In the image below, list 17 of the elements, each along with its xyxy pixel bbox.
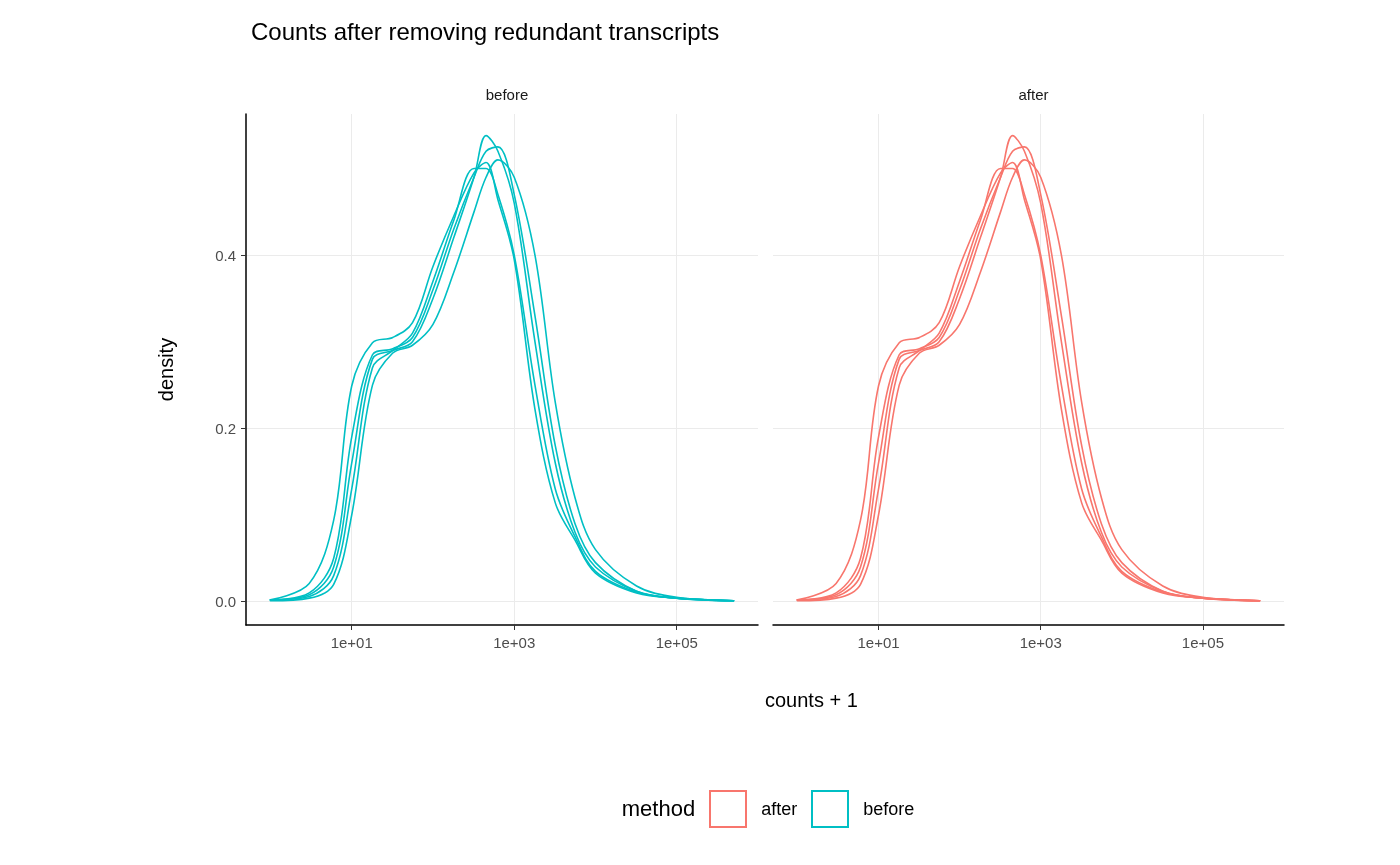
y-axis-title: density — [155, 337, 177, 402]
y-tick-label: 0.0 — [215, 593, 236, 611]
y-tick-label: 0.4 — [215, 246, 236, 264]
x-axis-title: counts + 1 — [765, 689, 858, 711]
x-tick-label: 1e+03 — [1019, 634, 1062, 651]
x-tick-label: 1e+05 — [655, 634, 698, 651]
x-tick-label: 1e+01 — [857, 634, 900, 651]
y-tick-label: 0.2 — [215, 419, 236, 437]
x-tick-label: 1e+01 — [330, 634, 373, 651]
chart-subtitle: before — [485, 86, 529, 103]
legend-label: before — [863, 798, 915, 820]
chart-subtitle: after — [1018, 86, 1049, 103]
x-tick-label: 1e+05 — [1181, 634, 1224, 651]
x-tick-label: 1e+03 — [493, 634, 536, 651]
chart-title: Counts after removing redundant transcripts — [251, 17, 720, 45]
legend-label: after — [761, 798, 798, 820]
legend-title: method — [621, 796, 696, 822]
